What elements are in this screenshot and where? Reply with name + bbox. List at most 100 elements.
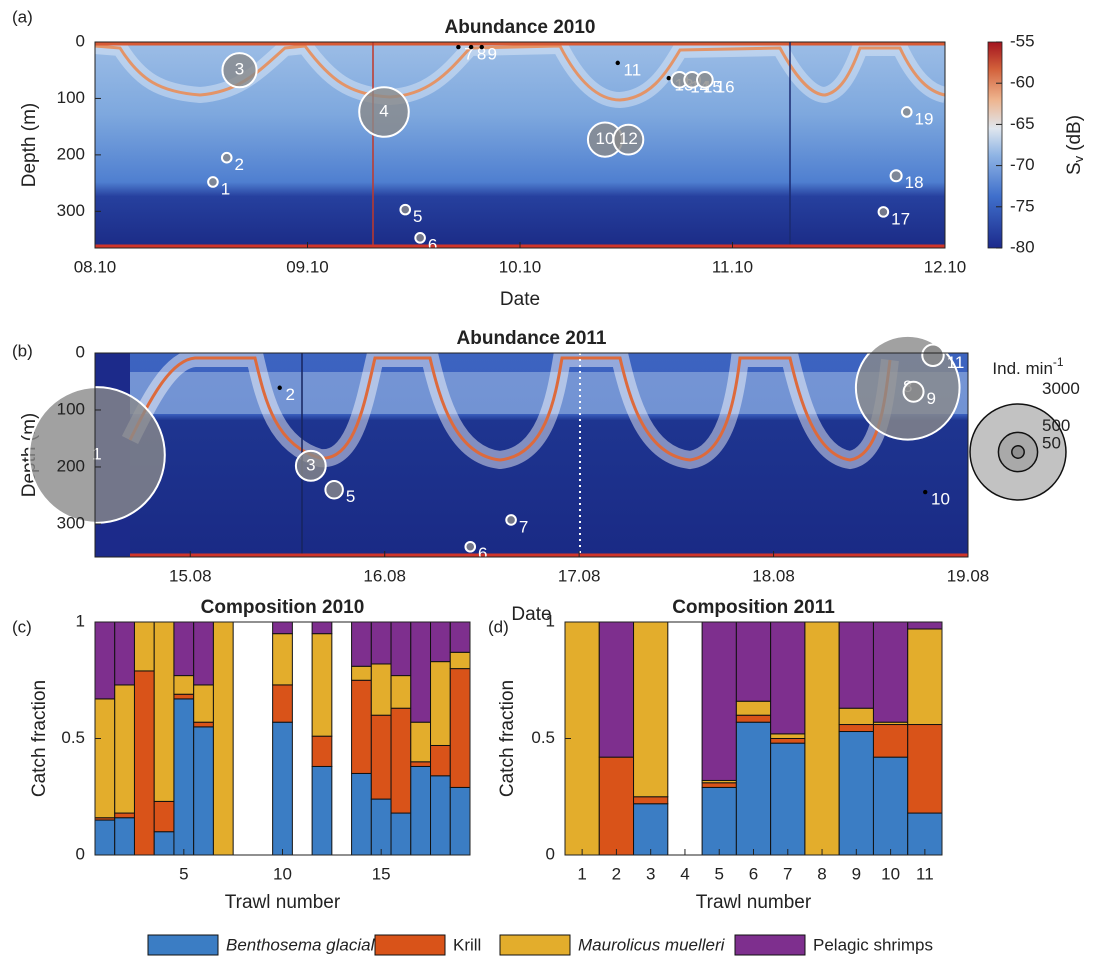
bar-segment [770, 742, 806, 856]
trawl-label: 19 [915, 109, 934, 128]
x-tick-label: 16.08 [363, 566, 406, 585]
trawl-label: 3 [306, 455, 315, 474]
panel-label: (a) [12, 7, 33, 26]
bar-segment [351, 679, 372, 774]
x-tick-label: 2 [612, 864, 621, 883]
bar-segment [410, 765, 432, 856]
size-legend-circle [1011, 445, 1025, 459]
x-tick-label: 08.10 [74, 257, 117, 276]
trawl-label: 7 [464, 45, 473, 64]
x-axis-label: Trawl number [696, 892, 812, 913]
legend-label: Benthosema glaciale [226, 935, 384, 954]
bar-segment [272, 684, 293, 723]
y-tick-label: 300 [57, 201, 85, 220]
colorbar-tick-label: -80 [1010, 237, 1035, 256]
trawl-label: 9 [488, 45, 497, 64]
trawl-bubble [877, 206, 890, 218]
bar-segment [370, 621, 392, 665]
trawl-label: 18 [905, 173, 924, 192]
x-tick-label: 11 [916, 864, 934, 883]
trawl-label: 5 [346, 487, 355, 506]
bar-segment [390, 707, 412, 814]
bar-segment [370, 798, 392, 856]
bar-segment [770, 733, 806, 740]
trawl-bubble [615, 60, 620, 66]
bar-segment [907, 812, 943, 856]
bar-segment [114, 621, 135, 686]
x-tick-label: 11.10 [712, 257, 753, 276]
bar-segment [311, 735, 333, 767]
bar-segment [272, 621, 293, 635]
echogram-b [95, 349, 968, 557]
trawl-bubble [399, 203, 412, 216]
bar-segment [449, 668, 471, 788]
bar-segment [153, 800, 175, 833]
bar-segment [449, 621, 471, 653]
bar-segment [872, 724, 909, 758]
trawl-bubble [900, 106, 913, 118]
x-tick-label: 10 [273, 864, 292, 883]
x-tick-label: 9 [852, 864, 861, 883]
size-legend-label: 3000 [1042, 379, 1080, 398]
colorbar-tick-label: -65 [1010, 114, 1035, 133]
x-tick-label: 1 [577, 864, 586, 883]
colorbar-label-sub: v [1071, 155, 1086, 162]
y-tick-label: 1 [546, 611, 555, 630]
bar-segment [430, 621, 451, 663]
colorbar-tick-label: -70 [1010, 155, 1035, 174]
y-axis-label: Depth (m) [19, 103, 40, 187]
trawl-bubble [612, 123, 645, 156]
bar-segment [770, 621, 806, 735]
bar-segment [410, 761, 432, 767]
trawl-label: 12 [619, 129, 638, 148]
bar-segment [449, 651, 471, 670]
trawl-label: 9 [927, 389, 936, 408]
chart-title: Abundance 2010 [445, 17, 596, 38]
bar-segment [390, 675, 412, 709]
x-axis-label: Date [511, 604, 551, 625]
x-tick-label: 10 [881, 864, 900, 883]
trawl-bubble [889, 169, 903, 183]
y-tick-label: 0 [546, 844, 555, 863]
bar-segment [272, 721, 293, 856]
bar-segment [351, 665, 372, 681]
chart-title: Abundance 2011 [457, 328, 607, 349]
bar-segment [598, 621, 635, 758]
trawl-label: 10 [931, 490, 950, 509]
bar-segment [701, 782, 737, 788]
panel-label: (b) [12, 341, 33, 360]
x-tick-label: 5 [179, 864, 188, 883]
colorbar [987, 41, 1003, 249]
trawl-label: 11 [947, 353, 965, 372]
size-legend-label: 500 [1042, 416, 1070, 435]
colorbar-tick-label: -55 [1010, 31, 1035, 50]
colorbar-label-unit: (dB) [1064, 115, 1085, 151]
trawl-bubble [28, 386, 166, 524]
trawl-label: 6 [478, 544, 487, 563]
bar-segment [94, 698, 116, 819]
x-tick-label: 4 [680, 864, 689, 883]
trawl-bubble [277, 385, 282, 390]
trawl-label: 11 [624, 60, 642, 79]
trawl-label: 7 [519, 517, 528, 536]
y-tick-label: 200 [57, 144, 85, 163]
y-tick-label: 200 [57, 456, 85, 475]
trawl-bubble [923, 489, 928, 495]
bar-segment [701, 786, 737, 856]
y-tick-label: 0 [76, 342, 85, 361]
bar-segment [370, 714, 392, 800]
bar-segment [872, 621, 909, 723]
bar-segment [272, 633, 293, 686]
bar-segment [838, 621, 874, 709]
y-tick-label: 100 [57, 88, 85, 107]
trawl-label: 4 [379, 101, 388, 120]
axes-frame [94, 352, 969, 558]
bar-segment [212, 621, 234, 856]
colorbar-tick-label: -60 [1010, 73, 1035, 92]
bar-segment [907, 724, 943, 814]
bar-segment [351, 772, 372, 856]
bar-segment [907, 628, 943, 726]
x-tick-label: 10.10 [499, 257, 542, 276]
colorbar-label-main: S [1064, 162, 1085, 175]
x-tick-label: 18.08 [752, 566, 795, 585]
